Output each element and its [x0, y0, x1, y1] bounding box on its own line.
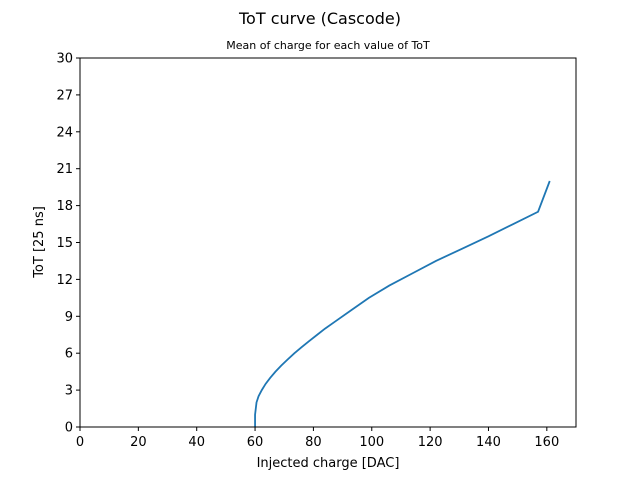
x-tick-label-60: 60: [247, 435, 264, 450]
plot-area: 0 20 40 60 80 100 120 140 160 0 3 6 9 12 15 18 21 24 27 30: [56, 52, 577, 450]
y-tick-label-12: 12: [56, 273, 73, 288]
axes-frame: [79, 57, 577, 428]
y-tick-label-0: 0: [65, 421, 73, 436]
x-tick-label-140: 140: [476, 435, 501, 450]
chart-subtitle: Mean of charge for each value of ToT: [226, 39, 430, 52]
y-tick-label-30: 30: [56, 52, 73, 67]
chart-title: ToT curve (Cascode): [238, 9, 401, 28]
series-line-0: [254, 180, 551, 427]
x-axis-label: Injected charge [DAC]: [257, 456, 400, 471]
y-tick-label-15: 15: [56, 236, 73, 251]
x-tick-label-100: 100: [359, 435, 384, 450]
y-tick-label-21: 21: [56, 162, 73, 177]
x-tick-label-0: 0: [76, 435, 84, 450]
y-tick-label-9: 9: [65, 310, 73, 325]
y-tick-label-3: 3: [65, 384, 73, 399]
y-tick-label-18: 18: [56, 199, 73, 214]
x-tick-label-160: 160: [534, 435, 559, 450]
y-tick-label-6: 6: [65, 347, 73, 362]
x-tick-label-40: 40: [188, 435, 205, 450]
x-tick-label-20: 20: [130, 435, 147, 450]
y-tick-label-24: 24: [56, 125, 73, 140]
y-tick-label-27: 27: [56, 88, 73, 103]
x-tick-label-80: 80: [305, 435, 322, 450]
y-axis-label: ToT [25 ns]: [32, 206, 47, 279]
x-tick-label-120: 120: [418, 435, 443, 450]
